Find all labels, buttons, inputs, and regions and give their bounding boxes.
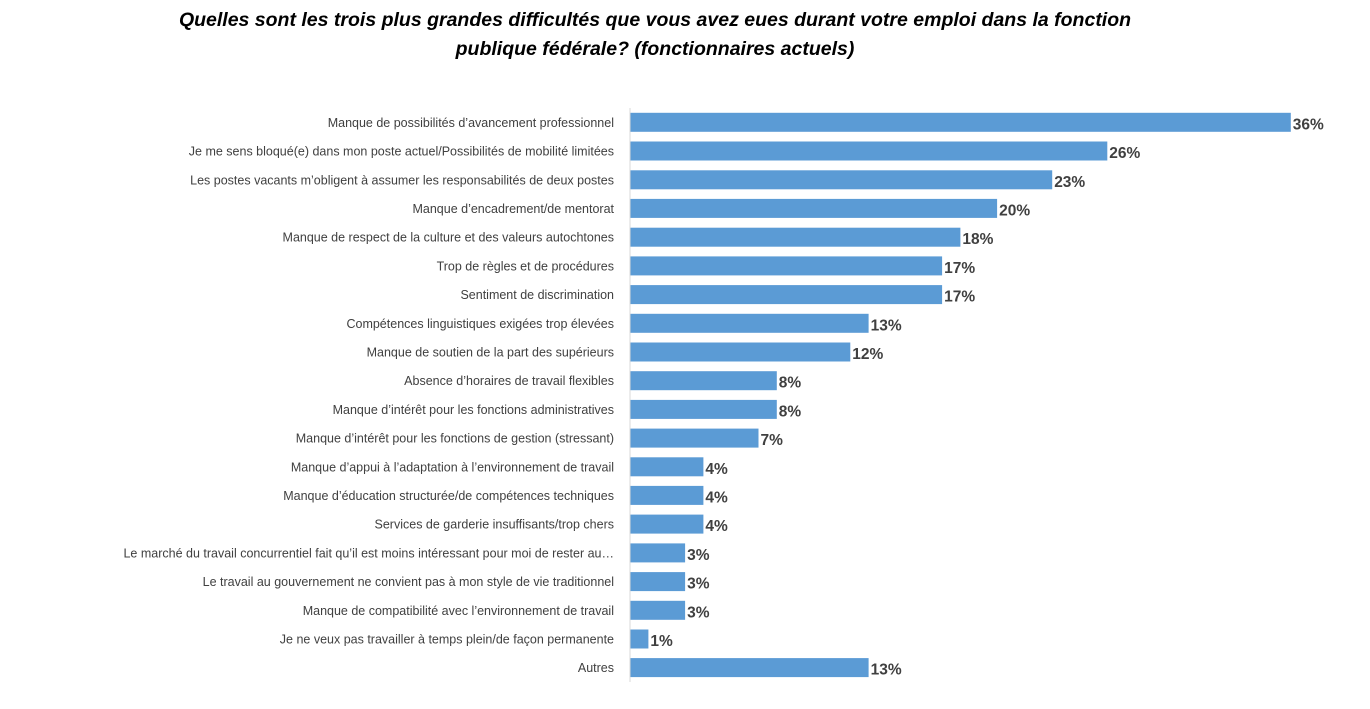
category-label: Manque de compatibilité avec l’environne…: [303, 604, 614, 618]
category-label: Manque d’intérêt pour les fonctions admi…: [333, 403, 614, 417]
category-label: Sentiment de discrimination: [460, 288, 614, 302]
bar: [630, 256, 943, 276]
bar: [630, 428, 759, 448]
data-label: 4%: [705, 461, 728, 478]
category-label: Manque d’encadrement/de mentorat: [412, 202, 614, 216]
bar: [630, 227, 961, 247]
data-label: 12%: [852, 346, 883, 363]
data-label: 1%: [650, 633, 673, 650]
bar: [630, 112, 1291, 132]
category-label: Manque d’appui à l’adaptation à l’enviro…: [291, 460, 614, 474]
bar: [630, 399, 777, 419]
bar: [630, 543, 686, 563]
value-labels: 36% 26% 23% 20% 18% 17% 17% 13% 12% 8% 8% 7% 4% 4% 4% 3…: [650, 116, 1324, 678]
bars-group: [630, 112, 1291, 678]
chart-title: Quelles sont les trois plus grandes diff…: [0, 6, 1310, 64]
category-label: Je me sens bloqué(e) dans mon poste actu…: [189, 145, 614, 159]
category-label: Autres: [578, 661, 614, 675]
data-label: 26%: [1109, 145, 1140, 162]
data-label: 3%: [687, 576, 710, 593]
category-label: Je ne veux pas travailler à temps plein/…: [280, 633, 614, 647]
bar: [630, 658, 869, 678]
category-label: Le travail au gouvernement ne convient p…: [203, 575, 614, 589]
data-label: 17%: [944, 260, 975, 277]
category-label: Manque de respect de la culture et des v…: [283, 231, 614, 245]
category-label: Manque de soutien de la part des supérie…: [367, 346, 614, 360]
data-label: 4%: [705, 518, 728, 535]
category-labels: Manque de possibilités d’avancement prof…: [123, 116, 614, 675]
bar: [630, 514, 704, 534]
bar: [630, 572, 686, 592]
data-label: 8%: [779, 375, 802, 392]
bar: [630, 285, 943, 305]
bar: [630, 141, 1108, 161]
data-label: 3%: [687, 604, 710, 621]
bar: [630, 600, 686, 620]
category-label: Manque d’intérêt pour les fonctions de g…: [296, 432, 614, 446]
category-label: Compétences linguistiques exigées trop é…: [346, 317, 614, 331]
data-label: 7%: [761, 432, 784, 449]
chart-title-line-1: Quelles sont les trois plus grandes diff…: [178, 9, 1132, 31]
data-label: 18%: [962, 231, 993, 248]
bar: [630, 457, 704, 477]
category-label: Manque de possibilités d’avancement prof…: [328, 116, 614, 130]
data-label: 8%: [779, 403, 802, 420]
data-label: 13%: [871, 317, 902, 334]
chart-title-line-2: publique fédérale? (fonctionnaires actue…: [455, 38, 855, 60]
bar: [630, 629, 649, 649]
data-label: 3%: [687, 547, 710, 564]
bar: [630, 371, 777, 391]
bar: [630, 198, 998, 218]
data-label: 20%: [999, 202, 1030, 219]
category-label: Trop de règles et de procédures: [437, 259, 614, 273]
data-label: 23%: [1054, 174, 1085, 191]
data-label: 13%: [871, 662, 902, 679]
bar: [630, 313, 869, 333]
bar: [630, 170, 1053, 190]
category-label: Manque d’éducation structurée/de compéte…: [283, 489, 614, 503]
data-label: 36%: [1293, 116, 1324, 133]
category-label: Les postes vacants m’obligent à assumer …: [190, 173, 614, 187]
category-label: Services de garderie insuffisants/trop c…: [375, 518, 614, 532]
data-label: 4%: [705, 489, 728, 506]
category-label: Le marché du travail concurrentiel fait …: [123, 546, 614, 560]
data-label: 17%: [944, 289, 975, 306]
bar: [630, 485, 704, 505]
category-label: Absence d’horaires de travail flexibles: [404, 374, 614, 388]
bar: [630, 342, 851, 362]
